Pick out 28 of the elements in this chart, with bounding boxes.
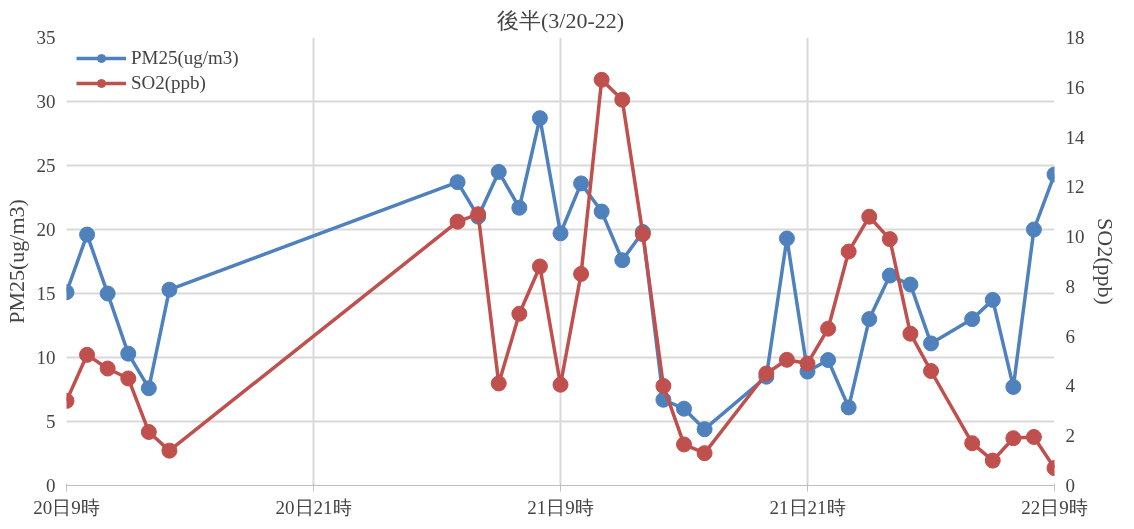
y2-tick-label: 4 [1065,375,1076,397]
x-tick-label: 21日9時 [527,496,594,518]
y2-tick-label: 2 [1065,425,1075,447]
x-tick-label: 22日9時 [1021,496,1088,518]
chart-title: 後半(3/20-22) [496,7,625,33]
y2-axis-title: SO2(ppb) [1092,218,1118,305]
y2-tick-label: 12 [1065,176,1085,198]
y2-tick-label: 10 [1065,226,1085,248]
y-tick-label: 30 [36,91,56,112]
legend-label: SO2(ppb) [131,72,206,94]
y2-tick-label: 8 [1065,275,1075,297]
y-tick-label: 15 [36,283,56,304]
x-tick-label: 20日9時 [33,496,100,518]
legend-label: PM25(ug/m3) [131,47,239,69]
x-tick-label: 20日21時 [275,496,352,518]
y-tick-label: 25 [36,155,56,176]
x-tick-label: 21日21時 [769,496,846,518]
y-tick-label: 10 [36,347,56,368]
y-tick-label: 35 [36,27,56,48]
y2-tick-label: 18 [1065,27,1085,48]
y2-tick-label: 14 [1065,126,1085,148]
y-axis-title: PM25(ug/m3) [3,199,29,324]
y2-tick-label: 6 [1065,325,1075,347]
y2-tick-label: 16 [1065,76,1085,98]
y2-tick-label: 0 [1065,475,1075,496]
y-tick-label: 0 [46,475,56,496]
y-tick-label: 20 [36,219,56,240]
y-tick-label: 5 [46,411,56,432]
